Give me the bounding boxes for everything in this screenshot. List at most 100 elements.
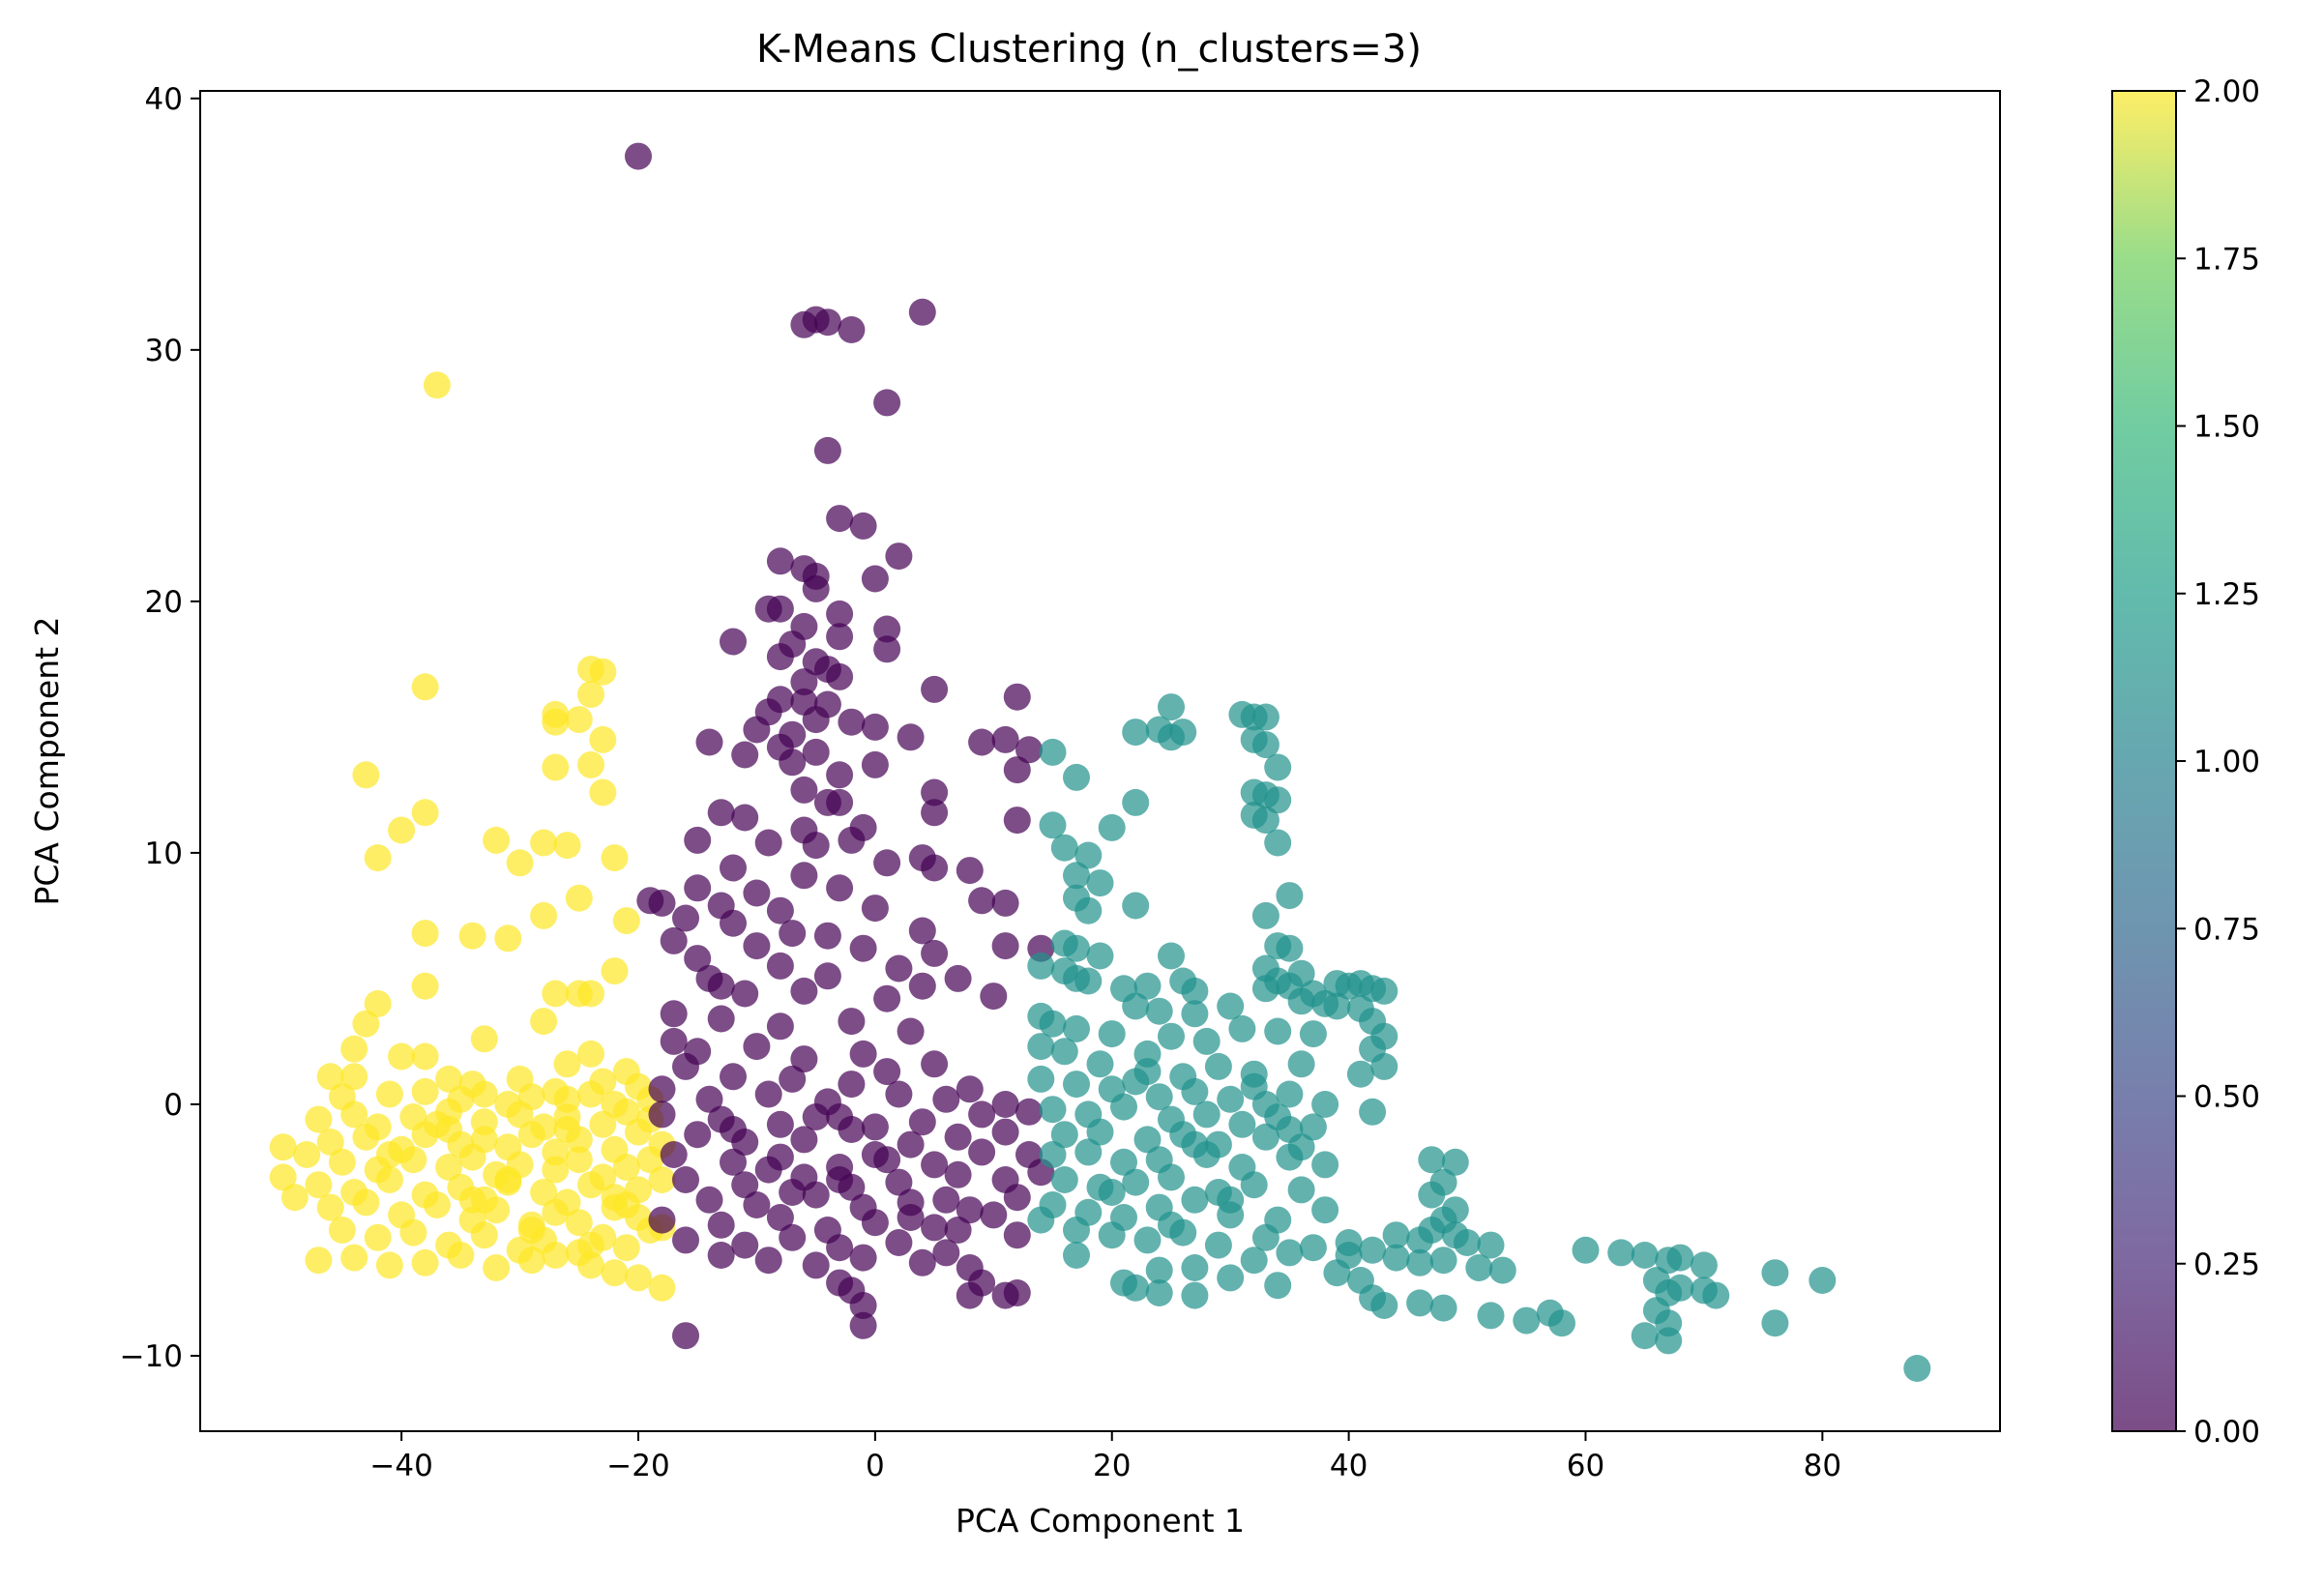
- data-point: [1359, 1236, 1387, 1264]
- data-point: [553, 1050, 581, 1078]
- colorbar-tick-label: 2.00: [2193, 74, 2260, 109]
- colorbar-tick-label: 1.50: [2193, 410, 2260, 445]
- data-point: [660, 1027, 688, 1055]
- data-point: [1145, 1279, 1173, 1306]
- data-point: [908, 1108, 936, 1136]
- data-point: [1122, 1274, 1150, 1302]
- data-point: [826, 1166, 854, 1193]
- data-point: [1204, 1052, 1232, 1080]
- data-point: [447, 1242, 475, 1269]
- data-point: [648, 1075, 676, 1103]
- data-point: [1181, 1000, 1209, 1028]
- data-point: [553, 1116, 581, 1143]
- data-point: [707, 1005, 735, 1033]
- data-point: [956, 1196, 984, 1224]
- data-point: [754, 829, 782, 857]
- data-point: [364, 989, 392, 1017]
- data-point: [695, 728, 723, 756]
- data-point: [908, 1248, 936, 1276]
- data-point: [1192, 1100, 1221, 1129]
- data-point: [458, 922, 486, 950]
- data-point: [921, 854, 949, 882]
- data-point: [648, 889, 676, 917]
- data-point: [1311, 1091, 1339, 1118]
- data-point: [908, 972, 936, 1000]
- data-point: [1240, 1247, 1268, 1275]
- data-point: [375, 1166, 403, 1193]
- data-point: [411, 1248, 439, 1276]
- data-point: [340, 1100, 368, 1129]
- data-point: [720, 1063, 747, 1091]
- data-point: [1382, 1221, 1410, 1249]
- data-point: [352, 1188, 380, 1217]
- data-point: [1003, 1221, 1031, 1249]
- data-point: [483, 1254, 511, 1281]
- x-tick-label: 40: [1330, 1449, 1368, 1483]
- data-point: [813, 788, 841, 816]
- data-point: [1513, 1306, 1541, 1335]
- colorbar: 0.00 0.25 0.50 0.75 1.00 1.25 1.50 1.75 2.00: [2111, 74, 2260, 1450]
- data-point: [494, 1166, 522, 1193]
- data-point: [1264, 786, 1292, 814]
- data-point: [802, 706, 830, 734]
- data-point: [1039, 738, 1067, 766]
- data-point: [1050, 834, 1078, 862]
- data-point: [565, 1146, 593, 1174]
- data-point: [1441, 1148, 1469, 1176]
- data-point: [1477, 1302, 1505, 1330]
- data-point: [411, 1042, 439, 1071]
- data-point: [1548, 1309, 1575, 1337]
- data-point: [885, 1080, 913, 1108]
- data-point: [565, 706, 593, 734]
- data-point: [790, 612, 818, 640]
- colorbar-gradient: [2112, 91, 2176, 1431]
- data-point: [1050, 1121, 1078, 1149]
- data-point: [885, 1168, 913, 1196]
- data-point: [695, 964, 723, 992]
- data-point: [980, 1201, 1008, 1229]
- data-point: [648, 1206, 676, 1234]
- data-point: [1145, 1083, 1173, 1111]
- data-point: [1276, 882, 1304, 910]
- data-point: [908, 917, 936, 945]
- data-point: [1015, 736, 1043, 764]
- data-point: [1063, 763, 1090, 791]
- data-point: [1276, 934, 1304, 962]
- data-point: [861, 750, 889, 778]
- data-point: [423, 1191, 451, 1218]
- data-point: [1240, 1171, 1268, 1199]
- data-point: [991, 725, 1019, 753]
- data-point: [873, 635, 901, 663]
- data-point: [648, 1100, 676, 1129]
- data-point: [1429, 1247, 1457, 1275]
- data-point: [991, 1091, 1019, 1118]
- data-point: [305, 1171, 333, 1199]
- data-point: [1086, 942, 1114, 970]
- data-point: [423, 371, 451, 399]
- data-point: [636, 1146, 664, 1174]
- data-point: [790, 776, 818, 804]
- data-point: [565, 1209, 593, 1237]
- data-point: [1086, 869, 1114, 897]
- data-point: [1631, 1242, 1659, 1269]
- data-point: [802, 1251, 830, 1279]
- data-point: [577, 1040, 604, 1068]
- data-point: [826, 1234, 854, 1262]
- data-point: [743, 716, 771, 744]
- data-point: [720, 628, 747, 656]
- data-point: [826, 662, 854, 690]
- data-point: [1264, 1272, 1292, 1300]
- data-point: [364, 844, 392, 872]
- data-point: [908, 298, 936, 326]
- data-point: [625, 142, 652, 170]
- data-point: [553, 832, 581, 860]
- data-point: [897, 723, 925, 751]
- data-point: [754, 1247, 782, 1275]
- data-point: [316, 1193, 344, 1221]
- data-point: [1251, 731, 1280, 759]
- data-point: [766, 952, 794, 980]
- chart-title: K-Means Clustering (n_clusters=3): [756, 27, 1422, 72]
- data-point: [873, 849, 901, 877]
- data-point: [1809, 1267, 1837, 1294]
- data-point: [720, 1148, 747, 1176]
